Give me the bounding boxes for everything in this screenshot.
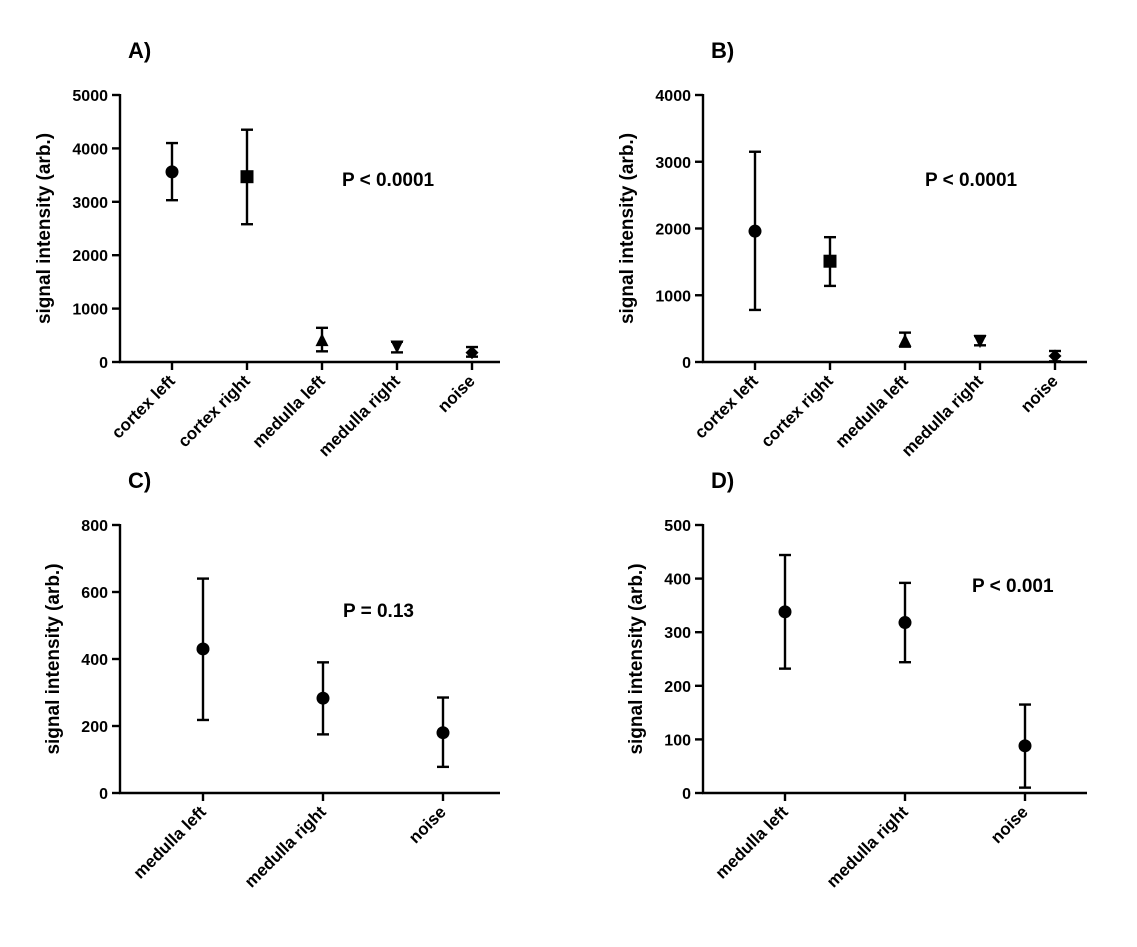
x-tick-label: noise: [1017, 371, 1062, 416]
panel-a: A) 0 1000 2000 3000 4000 5000 signal intensity …: [34, 38, 500, 460]
p-value-annotation: P < 0.0001: [925, 170, 1018, 191]
y-tick-label: 4000: [655, 88, 691, 105]
data-point-circle: [778, 605, 792, 619]
y-axis-label: signal intensity (arb.): [34, 133, 55, 324]
x-tick-label: noise: [987, 802, 1032, 847]
p-value-annotation: P < 0.001: [972, 576, 1054, 597]
x-tick-label: medulla right: [241, 802, 330, 891]
x-tick-label: noise: [434, 371, 479, 416]
y-tick-label: 3000: [655, 155, 691, 172]
p-value-annotation: P < 0.0001: [342, 170, 435, 191]
data-point-diamond: [1048, 349, 1062, 363]
y-tick-label: 2000: [655, 222, 691, 239]
x-tick-label: cortex left: [108, 371, 179, 442]
y-tick-label: 0: [99, 355, 108, 372]
y-tick-label: 200: [664, 679, 691, 696]
data-point-circle: [165, 165, 179, 179]
x-tick-label: cortex right: [757, 371, 837, 451]
x-tick-label: cortex right: [174, 371, 254, 451]
data-point-circle: [196, 642, 210, 656]
data-point-circle: [898, 616, 912, 630]
y-tick-label: 400: [81, 652, 108, 669]
data-point-square: [240, 170, 254, 184]
panel-label: D): [711, 468, 734, 493]
y-tick-label: 0: [99, 786, 108, 803]
data-point-triangle-down: [973, 335, 987, 349]
data-point-triangle-up: [898, 333, 912, 347]
p-value-annotation: P = 0.13: [343, 601, 414, 622]
x-tick-label: cortex left: [691, 371, 762, 442]
y-tick-label: 3000: [72, 195, 108, 212]
data-point-triangle-down: [390, 340, 404, 354]
y-tick-label: 400: [664, 572, 691, 589]
panel-label: B): [711, 38, 734, 63]
y-tick-label: 1000: [72, 302, 108, 319]
x-tick-label: medulla right: [823, 802, 912, 891]
x-tick-label: noise: [405, 802, 450, 847]
panel-label: A): [128, 38, 151, 63]
data-point-circle: [436, 726, 450, 740]
data-point-circle: [1018, 739, 1032, 753]
data-point-triangle-up: [315, 333, 329, 347]
x-tick-label: medulla left: [130, 802, 210, 882]
y-axis-label: signal intensity (arb.): [626, 563, 647, 754]
panel-label: C): [128, 468, 151, 493]
y-tick-label: 1000: [655, 288, 691, 305]
y-tick-label: 0: [682, 786, 691, 803]
y-tick-label: 200: [81, 719, 108, 736]
data-point-diamond: [465, 346, 479, 360]
panel-d: D) 0 100 200 300 400 500 signal intensity (arb.…: [626, 468, 1087, 891]
y-tick-label: 600: [81, 585, 108, 602]
y-tick-label: 800: [81, 518, 108, 535]
y-tick-label: 100: [664, 732, 691, 749]
y-axis-label: signal intensity (arb.): [43, 563, 64, 754]
x-tick-label: medulla left: [249, 371, 329, 451]
data-point-square: [823, 254, 837, 268]
y-tick-label: 2000: [72, 248, 108, 265]
x-tick-label: medulla left: [712, 802, 792, 882]
y-tick-label: 500: [664, 518, 691, 535]
x-tick-label: medulla left: [832, 371, 912, 451]
y-tick-label: 300: [664, 625, 691, 642]
y-axis-label: signal intensity (arb.): [617, 133, 638, 324]
y-tick-label: 0: [682, 355, 691, 372]
data-point-circle: [748, 224, 762, 238]
y-tick-label: 4000: [72, 141, 108, 158]
panel-b: B) 0 1000 2000 3000 4000 signal intensity (arb…: [617, 38, 1087, 460]
y-tick-label: 5000: [72, 88, 108, 105]
data-point-circle: [316, 691, 330, 705]
panel-c: C) 0 200 400 600 800 signal intensity (arb.) me…: [43, 468, 500, 891]
